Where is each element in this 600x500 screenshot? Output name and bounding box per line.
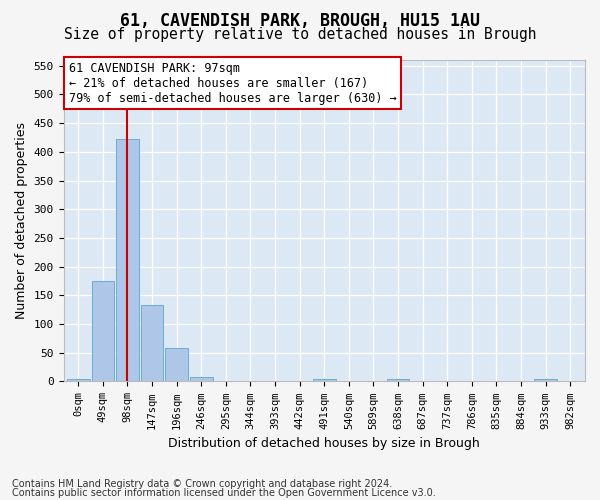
Text: 61 CAVENDISH PARK: 97sqm
← 21% of detached houses are smaller (167)
79% of semi-: 61 CAVENDISH PARK: 97sqm ← 21% of detach…: [69, 62, 397, 104]
Bar: [92, 281, 114, 382]
Text: Contains public sector information licensed under the Open Government Licence v3: Contains public sector information licen…: [12, 488, 436, 498]
Y-axis label: Number of detached properties: Number of detached properties: [15, 122, 28, 319]
Bar: [67, 378, 89, 382]
Bar: [116, 139, 139, 382]
Text: Contains HM Land Registry data © Crown copyright and database right 2024.: Contains HM Land Registry data © Crown c…: [12, 479, 392, 489]
X-axis label: Distribution of detached houses by size in Brough: Distribution of detached houses by size …: [169, 437, 480, 450]
Bar: [535, 378, 557, 382]
Bar: [141, 305, 163, 382]
Text: Size of property relative to detached houses in Brough: Size of property relative to detached ho…: [64, 28, 536, 42]
Bar: [387, 378, 409, 382]
Bar: [313, 378, 335, 382]
Text: 61, CAVENDISH PARK, BROUGH, HU15 1AU: 61, CAVENDISH PARK, BROUGH, HU15 1AU: [120, 12, 480, 30]
Bar: [190, 377, 212, 382]
Bar: [166, 348, 188, 382]
